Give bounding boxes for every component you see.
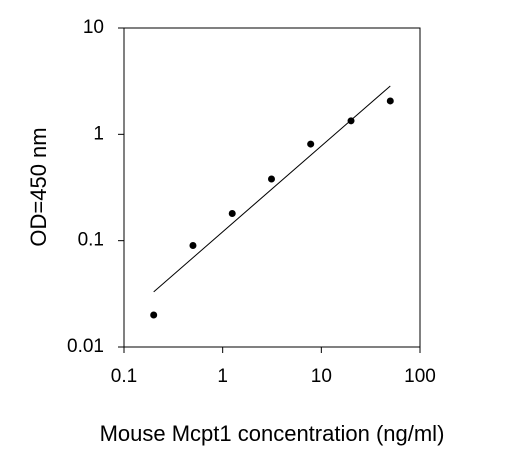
x-tick-label: 0.1 xyxy=(111,366,137,387)
y-tick-label: 0.1 xyxy=(78,230,104,251)
x-axis-label: Mouse Mcpt1 concentration (ng/ml) xyxy=(100,421,445,446)
x-tick-label: 1 xyxy=(217,366,228,387)
fit-line xyxy=(153,85,391,293)
data-point xyxy=(307,140,315,148)
plot-frame xyxy=(123,27,421,348)
y-tick-label: 10 xyxy=(83,17,104,38)
data-point xyxy=(347,117,355,125)
y-tick-label: 0.01 xyxy=(67,336,104,357)
data-point xyxy=(267,175,275,183)
data-point xyxy=(386,97,394,105)
x-tick-label: 10 xyxy=(311,366,332,387)
data-point xyxy=(150,311,158,319)
data-point xyxy=(189,242,197,250)
x-tick-label: 100 xyxy=(404,366,436,387)
y-axis-label: OD=450 nm xyxy=(26,127,51,246)
data-point xyxy=(228,210,236,218)
y-tick-label: 1 xyxy=(93,123,104,144)
